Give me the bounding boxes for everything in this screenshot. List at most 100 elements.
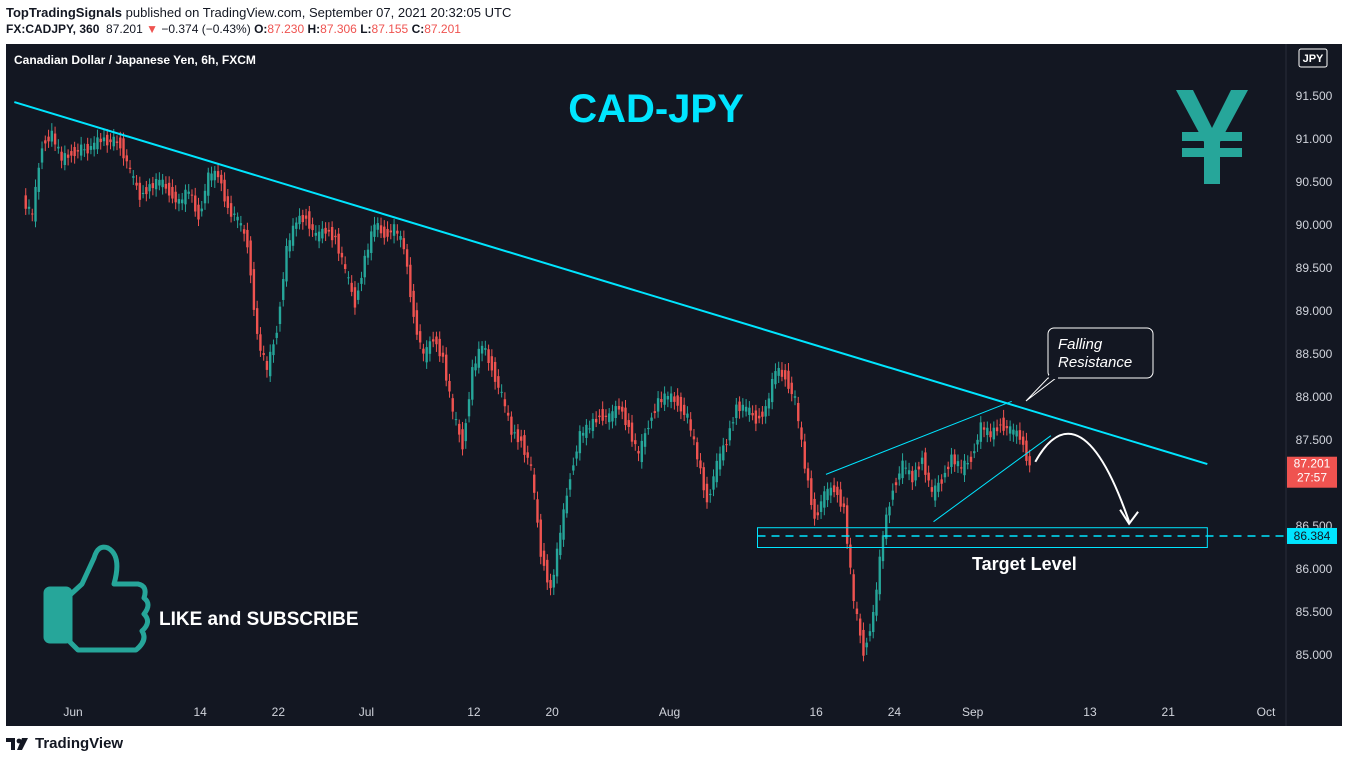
chart-background <box>6 44 1342 726</box>
candle-body <box>269 351 272 377</box>
candle-body <box>901 460 904 479</box>
currency-badge-box[interactable] <box>1298 48 1328 68</box>
candle-body <box>630 422 634 442</box>
candle-body <box>308 211 311 229</box>
candle-body <box>141 192 145 195</box>
candle-body <box>855 608 859 615</box>
candle-body <box>337 233 340 254</box>
candle-body <box>669 393 673 402</box>
candle-body <box>865 642 868 648</box>
falling-resistance-callout: Falling Resistance <box>1025 327 1154 402</box>
candle-body <box>995 427 999 432</box>
candle-body <box>291 225 295 246</box>
candle-body <box>197 204 200 220</box>
candle-body <box>891 490 894 500</box>
candle-body <box>572 465 575 471</box>
candle-body <box>27 206 31 209</box>
candle-body <box>666 395 670 400</box>
candle-body <box>366 249 370 258</box>
candle-body <box>474 363 477 371</box>
candle-body <box>171 186 174 199</box>
candle-body <box>568 479 572 490</box>
candle-body <box>575 451 578 459</box>
falling-resistance-line[interactable] <box>14 101 1208 466</box>
candle-body <box>966 462 969 465</box>
candle-body <box>392 224 396 236</box>
candle-body <box>969 456 973 462</box>
candle-body <box>396 230 399 234</box>
author-name[interactable]: TopTradingSignals <box>6 5 123 20</box>
price-axis[interactable]: 91.500 91.000 90.500 90.000 89.500 89.000 88.5… <box>1296 89 1333 662</box>
candle-body <box>180 199 184 204</box>
candle-body <box>904 467 908 469</box>
candle-body <box>37 167 40 192</box>
candle-body <box>275 332 278 338</box>
candle-body <box>301 215 304 223</box>
candle-body <box>122 138 125 159</box>
candle-body <box>764 406 767 417</box>
footer-brand[interactable]: TradingView <box>35 735 124 752</box>
price-chart[interactable]: Canadian Dollar / Japanese Yen, 6h, FXCM… <box>6 44 1342 726</box>
candle-body <box>376 223 379 230</box>
candle-body <box>425 347 428 363</box>
candle-body <box>490 356 494 371</box>
candle-body <box>89 146 93 150</box>
candle-body <box>451 398 454 412</box>
target-zone-box[interactable] <box>757 527 1208 549</box>
candle-body <box>220 174 223 184</box>
candle-body <box>715 460 718 483</box>
callout-line-2: Resistance <box>1058 354 1132 371</box>
candle-body <box>154 179 158 190</box>
wedge-upper-line[interactable] <box>825 400 1012 475</box>
candle-body <box>787 370 790 389</box>
wedge-lower-line[interactable] <box>933 435 1052 523</box>
candle-body <box>207 172 210 196</box>
candle-body <box>399 236 402 240</box>
candle-body <box>164 183 168 189</box>
y-tick-label: 85.500 <box>1296 605 1333 619</box>
candle-body <box>803 441 806 469</box>
currency-badge[interactable]: JPY <box>1303 53 1324 65</box>
candle-body <box>1028 456 1031 466</box>
candle-body <box>350 282 353 292</box>
candle-body <box>177 199 181 204</box>
candle-body <box>1008 426 1012 434</box>
x-tick-label: 14 <box>193 705 207 719</box>
target-price-tag: 86.384 <box>1287 527 1337 544</box>
candle-body <box>810 478 813 505</box>
candle-body <box>119 137 122 149</box>
candle-body <box>682 404 686 415</box>
candle-body <box>767 398 771 409</box>
candle-body <box>777 367 780 376</box>
candle-body <box>588 428 591 430</box>
candle-body <box>960 467 963 469</box>
candle-body <box>829 487 833 496</box>
cta-text[interactable]: LIKE and SUBSCRIBE <box>159 609 359 630</box>
open-label: O: <box>254 22 268 36</box>
candle-body <box>836 486 839 496</box>
candle-body <box>445 354 448 381</box>
candle-body <box>924 452 927 475</box>
candle-body <box>858 618 862 636</box>
candle-body <box>784 370 787 380</box>
candle-body <box>389 230 393 233</box>
candle-body <box>533 474 536 493</box>
candle-body <box>438 338 441 357</box>
x-tick-label: 13 <box>1083 705 1097 719</box>
candle-body <box>585 424 588 438</box>
candle-body <box>650 417 653 421</box>
candle-body <box>1018 430 1022 440</box>
candle-body <box>99 138 102 143</box>
candle-body <box>679 396 683 412</box>
x-tick-label: 12 <box>467 705 481 719</box>
tradingview-logo-icon[interactable] <box>6 737 30 751</box>
candle-body <box>229 203 233 217</box>
time-axis[interactable]: Jun 14 22 Jul 12 20 Aug 16 24 Sep 13 21 Oct <box>63 705 1276 719</box>
candle-body <box>868 631 872 636</box>
thumbs-up-icon <box>43 544 151 653</box>
candle-body <box>992 427 996 440</box>
candle-body <box>591 418 595 431</box>
candle-body <box>422 348 425 354</box>
candle-body <box>96 137 99 150</box>
current-price-tag: 87.201 27:57 <box>1287 456 1337 488</box>
